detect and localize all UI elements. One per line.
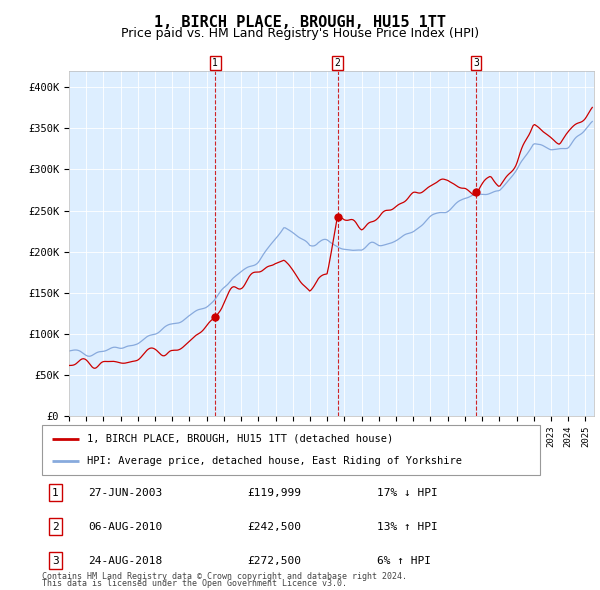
Text: 2: 2 xyxy=(335,58,340,68)
Text: 1, BIRCH PLACE, BROUGH, HU15 1TT (detached house): 1, BIRCH PLACE, BROUGH, HU15 1TT (detach… xyxy=(87,434,393,444)
Text: 17% ↓ HPI: 17% ↓ HPI xyxy=(377,487,437,497)
Text: 6% ↑ HPI: 6% ↑ HPI xyxy=(377,556,431,566)
Text: 1, BIRCH PLACE, BROUGH, HU15 1TT: 1, BIRCH PLACE, BROUGH, HU15 1TT xyxy=(154,15,446,30)
Text: Price paid vs. HM Land Registry's House Price Index (HPI): Price paid vs. HM Land Registry's House … xyxy=(121,27,479,40)
Text: Contains HM Land Registry data © Crown copyright and database right 2024.: Contains HM Land Registry data © Crown c… xyxy=(42,572,407,581)
Text: £119,999: £119,999 xyxy=(247,487,301,497)
Text: 1: 1 xyxy=(52,487,59,497)
Text: HPI: Average price, detached house, East Riding of Yorkshire: HPI: Average price, detached house, East… xyxy=(87,456,462,466)
Text: 24-AUG-2018: 24-AUG-2018 xyxy=(88,556,162,566)
Text: £272,500: £272,500 xyxy=(247,556,301,566)
Text: £242,500: £242,500 xyxy=(247,522,301,532)
Text: 1: 1 xyxy=(212,58,218,68)
Text: 2: 2 xyxy=(52,522,59,532)
Text: 3: 3 xyxy=(473,58,479,68)
Text: 13% ↑ HPI: 13% ↑ HPI xyxy=(377,522,437,532)
Text: This data is licensed under the Open Government Licence v3.0.: This data is licensed under the Open Gov… xyxy=(42,579,347,588)
Text: 3: 3 xyxy=(52,556,59,566)
Text: 27-JUN-2003: 27-JUN-2003 xyxy=(88,487,162,497)
Text: 06-AUG-2010: 06-AUG-2010 xyxy=(88,522,162,532)
